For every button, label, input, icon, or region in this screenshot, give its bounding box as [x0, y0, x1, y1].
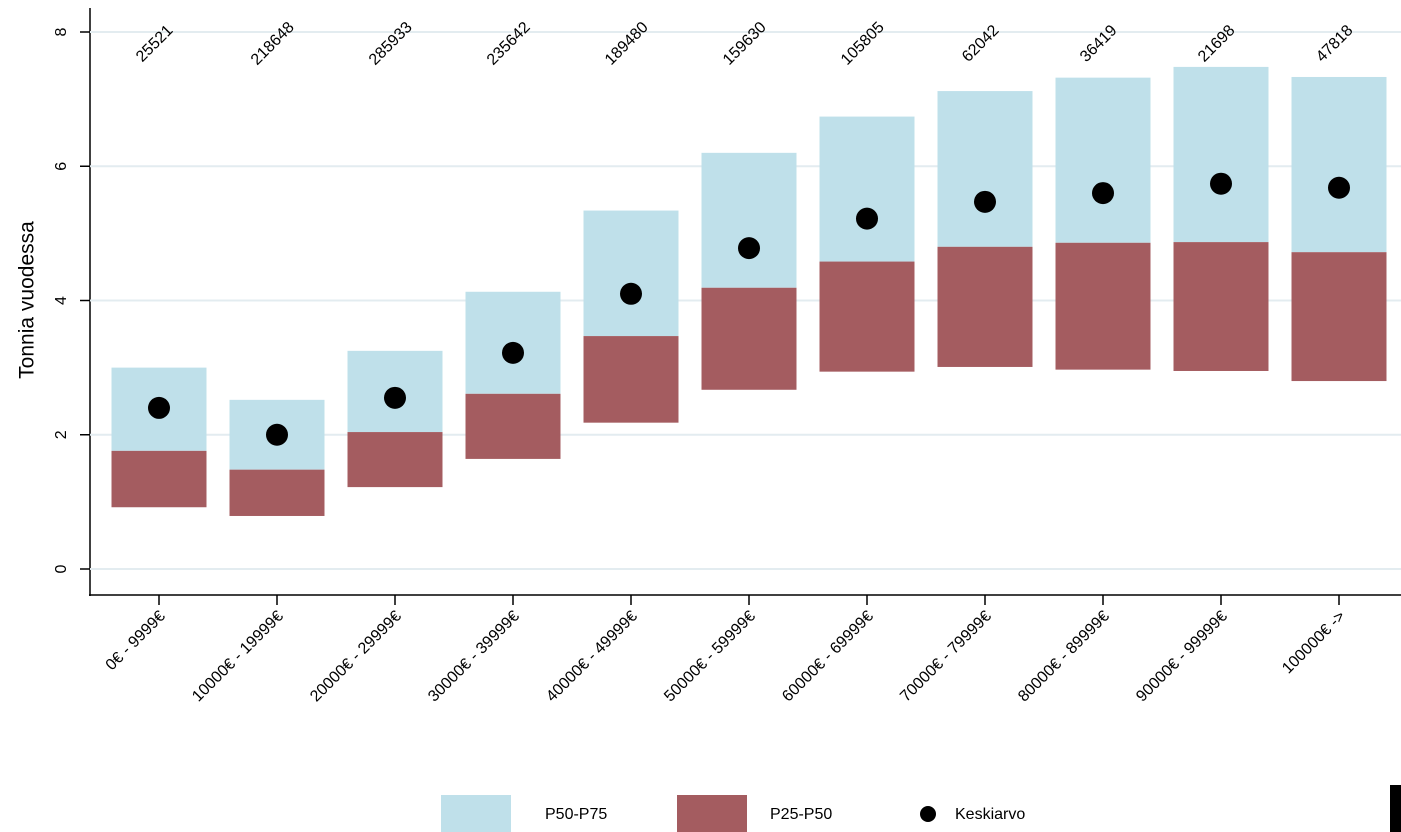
range-bar — [937, 91, 1033, 247]
mean-dot — [974, 190, 996, 213]
legend-swatch — [920, 806, 936, 822]
x-tick-label: 90000€ - 99999€ — [1133, 608, 1231, 706]
y-tick-label: 0 — [53, 564, 70, 573]
range-bar — [583, 336, 679, 423]
y-tick-label: 2 — [53, 430, 70, 439]
count-label: 159630 — [720, 19, 770, 69]
legend-label: P50-P75 — [545, 806, 607, 823]
x-tick-label: 0€ - 9999€ — [103, 608, 169, 674]
mean-dot — [1328, 176, 1350, 199]
count-label: 189480 — [602, 19, 652, 69]
x-tick-label: 20000€ - 29999€ — [307, 608, 405, 706]
count-label: 235642 — [484, 19, 534, 69]
range-bar — [1173, 242, 1269, 371]
x-tick-label: 50000€ - 59999€ — [661, 608, 759, 706]
range-bar — [229, 469, 325, 516]
range-bar — [347, 432, 443, 488]
legend-label: P25-P50 — [770, 806, 832, 823]
mean-dot — [738, 237, 760, 260]
mean-dot — [384, 386, 406, 409]
range-bar — [583, 210, 679, 337]
legend-swatch — [441, 795, 511, 832]
range-bar — [1055, 242, 1151, 370]
count-label: 25521 — [133, 22, 177, 66]
mean-dot — [502, 341, 524, 364]
x-tick-label: 40000€ - 49999€ — [543, 608, 641, 706]
range-bar — [819, 116, 915, 262]
x-tick-label: 100000€ -> — [1279, 608, 1349, 678]
range-bar — [111, 450, 207, 508]
range-bar — [1173, 66, 1269, 243]
count-label: 36419 — [1077, 22, 1121, 66]
range-bar — [465, 393, 561, 459]
count-label: 285933 — [366, 19, 416, 69]
y-tick-label: 4 — [53, 296, 70, 305]
mean-dot — [1210, 172, 1232, 195]
count-label: 47818 — [1313, 22, 1357, 66]
y-tick-label: 8 — [53, 27, 70, 36]
range-bar — [1291, 76, 1387, 253]
edge-marker — [1390, 785, 1401, 832]
legend-label: Keskiarvo — [955, 806, 1025, 823]
mean-dot — [266, 423, 288, 446]
range-bar — [701, 287, 797, 390]
count-label: 105805 — [838, 19, 888, 69]
x-tick-label: 10000€ - 19999€ — [189, 608, 287, 706]
range-bar — [1291, 252, 1387, 382]
range-bar — [819, 261, 915, 372]
legend-swatch — [677, 795, 747, 832]
x-tick-label: 70000€ - 79999€ — [897, 608, 995, 706]
mean-dot — [148, 396, 170, 419]
x-tick-label: 30000€ - 39999€ — [425, 608, 523, 706]
x-tick-label: 80000€ - 89999€ — [1015, 608, 1113, 706]
range-bar — [701, 152, 797, 288]
range-bar — [1055, 77, 1151, 243]
count-label: 218648 — [248, 19, 298, 69]
range-bar — [937, 246, 1033, 367]
count-label: 21698 — [1195, 22, 1239, 66]
y-axis-title: Tonnia vuodessa — [16, 221, 39, 379]
count-label: 62042 — [959, 22, 1003, 66]
mean-dot — [856, 207, 878, 230]
y-tick-label: 6 — [53, 162, 70, 171]
mean-dot — [620, 282, 642, 305]
x-tick-label: 60000€ - 69999€ — [779, 608, 877, 706]
mean-dot — [1092, 182, 1114, 205]
